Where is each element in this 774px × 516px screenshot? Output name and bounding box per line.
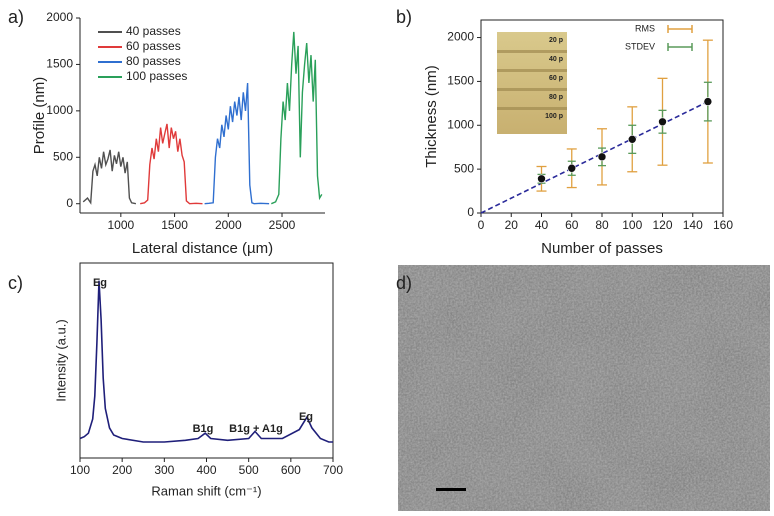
panel-label: d) (396, 273, 412, 293)
inset-label: 100 p (545, 113, 563, 120)
x-axis-label: Lateral distance (µm) (132, 240, 273, 257)
peak-label: Eg (93, 277, 107, 289)
x-tick-label: 500 (239, 463, 259, 477)
x-tick-label: 300 (154, 463, 174, 477)
y-tick-label: 2000 (447, 30, 474, 44)
y-tick-label: 500 (454, 161, 474, 175)
legend-label: RMS (635, 23, 655, 33)
sem-panel (398, 265, 770, 511)
raman-spectrum (79, 280, 333, 443)
x-tick-label: 120 (652, 218, 672, 232)
x-tick-label: 200 (112, 463, 132, 477)
x-tick-label: 1500 (161, 218, 188, 232)
y-tick-label: 1500 (447, 74, 474, 88)
x-tick-label: 2000 (215, 218, 242, 232)
fit-line (480, 100, 709, 214)
scale-bar (436, 488, 466, 491)
inset-stripe (497, 88, 567, 91)
y-tick-label: 1500 (46, 57, 73, 71)
inset-stripe (497, 69, 567, 72)
legend-label: 60 passes (126, 39, 181, 53)
peak-label: B1g (193, 423, 214, 435)
legend-label: 100 passes (126, 69, 187, 83)
x-tick-label: 100 (70, 463, 90, 477)
y-tick-label: 0 (66, 196, 73, 210)
x-tick-label: 0 (478, 218, 485, 232)
x-tick-label: 600 (281, 463, 301, 477)
data-point (537, 174, 546, 184)
panel-label: c) (8, 273, 23, 293)
y-axis-label: Intensity (a.u.) (53, 319, 68, 401)
data-point (627, 135, 637, 144)
panel-label: b) (396, 7, 412, 27)
profile-line (271, 31, 323, 205)
inset-label: 20 p (549, 37, 563, 44)
x-tick-label: 60 (565, 218, 579, 232)
x-axis-label: Raman shift (cm⁻¹) (151, 483, 261, 498)
data-point (567, 163, 577, 173)
legend-label: STDEV (625, 41, 655, 51)
peak-label: B1g + A1g (229, 423, 283, 435)
inset-label: 80 p (549, 94, 563, 101)
data-point (658, 117, 667, 127)
data-point (597, 152, 607, 162)
inset-label: 40 p (549, 56, 563, 63)
y-tick-label: 500 (53, 149, 73, 163)
x-tick-label: 400 (196, 463, 216, 477)
y-axis-label: Thickness (nm) (423, 65, 440, 168)
x-tick-label: 140 (683, 218, 703, 232)
x-tick-label: 80 (595, 218, 609, 232)
x-tick-label: 160 (713, 218, 733, 232)
profile-line (204, 82, 270, 205)
y-tick-label: 1000 (447, 117, 474, 131)
sem-grains (398, 265, 770, 511)
x-tick-label: 2500 (269, 218, 296, 232)
inset-stripe (497, 50, 567, 53)
y-tick-label: 2000 (46, 10, 73, 24)
inset-label: 60 p (549, 75, 563, 82)
inset-photo (497, 32, 567, 134)
x-tick-label: 40 (535, 218, 549, 232)
inset-stripe (497, 107, 567, 110)
peak-label: Eg (299, 411, 313, 423)
legend-label: 40 passes (126, 24, 181, 38)
panel-label: a) (8, 7, 24, 27)
legend-label: 80 passes (126, 54, 181, 68)
data-point (703, 97, 713, 106)
y-tick-label: 0 (467, 205, 474, 219)
x-tick-label: 100 (622, 218, 642, 232)
y-axis-label: Profile (nm) (31, 77, 48, 155)
x-tick-label: 1000 (107, 218, 134, 232)
y-tick-label: 1000 (46, 103, 73, 117)
profile-line (140, 123, 203, 205)
x-tick-label: 700 (323, 463, 343, 477)
x-tick-label: 20 (505, 218, 519, 232)
profile-line (82, 149, 137, 205)
x-axis-label: Number of passes (541, 240, 663, 257)
